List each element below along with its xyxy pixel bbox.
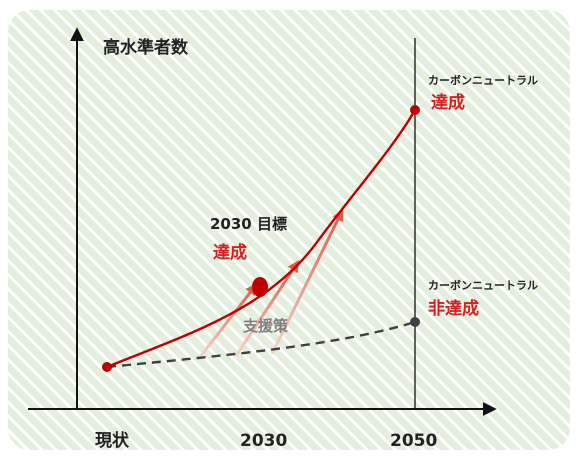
outcome-achieved-status: 達成 (431, 92, 465, 113)
x-label-present: 現状 (95, 430, 130, 451)
start-point (102, 362, 112, 372)
milestone-2030-status: 達成 (213, 242, 247, 263)
not-achieved-2050-point (410, 317, 420, 327)
support-measures-label: 支援策 (242, 317, 289, 335)
striped-background (8, 10, 570, 450)
milestone-2030-point (252, 277, 268, 297)
milestone-2030-title: 2030 目標 (210, 215, 287, 233)
support-arrow-3 (270, 208, 344, 355)
achieved-2050-point (410, 105, 420, 115)
baseline-dashed-curve (106, 320, 416, 369)
x-label-2050: 2050 (390, 431, 437, 451)
outcome-not-achieved-status: 非達成 (428, 298, 479, 319)
outcome-not-achieved-title: カーボンニュートラル (428, 278, 538, 292)
support-arrow-2 (234, 259, 300, 357)
y-axis-label: 高水準者数 (103, 37, 189, 58)
support-arrow-1 (198, 283, 258, 358)
outcome-achieved-title: カーボンニュートラル (428, 73, 538, 87)
achievement-curve (106, 109, 417, 369)
x-label-2030: 2030 (240, 431, 287, 451)
